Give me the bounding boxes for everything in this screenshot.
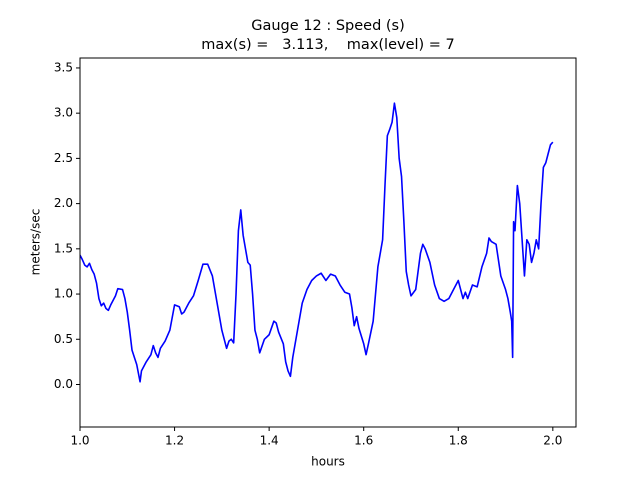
x-tick-label: 1.8 (449, 434, 468, 448)
y-tick-label: 1.5 (54, 241, 73, 255)
y-tick-label: 0.5 (54, 332, 73, 346)
y-tick-label: 3.5 (54, 60, 73, 74)
y-axis-label: meters/sec (29, 209, 43, 276)
x-axis-label: hours (311, 455, 345, 469)
y-tick-label: 1.0 (54, 287, 73, 301)
y-tick-label: 3.0 (54, 106, 73, 120)
plot-frame (79, 57, 577, 428)
y-tick-label: 2.0 (54, 196, 73, 210)
x-tick-label: 1.0 (70, 434, 89, 448)
x-tick-label: 1.2 (165, 434, 184, 448)
x-tick-label: 1.4 (260, 434, 279, 448)
y-tick-label: 2.5 (54, 151, 73, 165)
x-tick-label: 2.0 (543, 434, 562, 448)
data-line (80, 102, 554, 383)
chart-subtitle: max(s) = 3.113, max(level) = 7 (201, 37, 455, 53)
chart-title: Gauge 12 : Speed (s) (251, 18, 405, 34)
x-tick-label: 1.6 (354, 434, 373, 448)
y-tick-label: 0.0 (54, 377, 73, 391)
